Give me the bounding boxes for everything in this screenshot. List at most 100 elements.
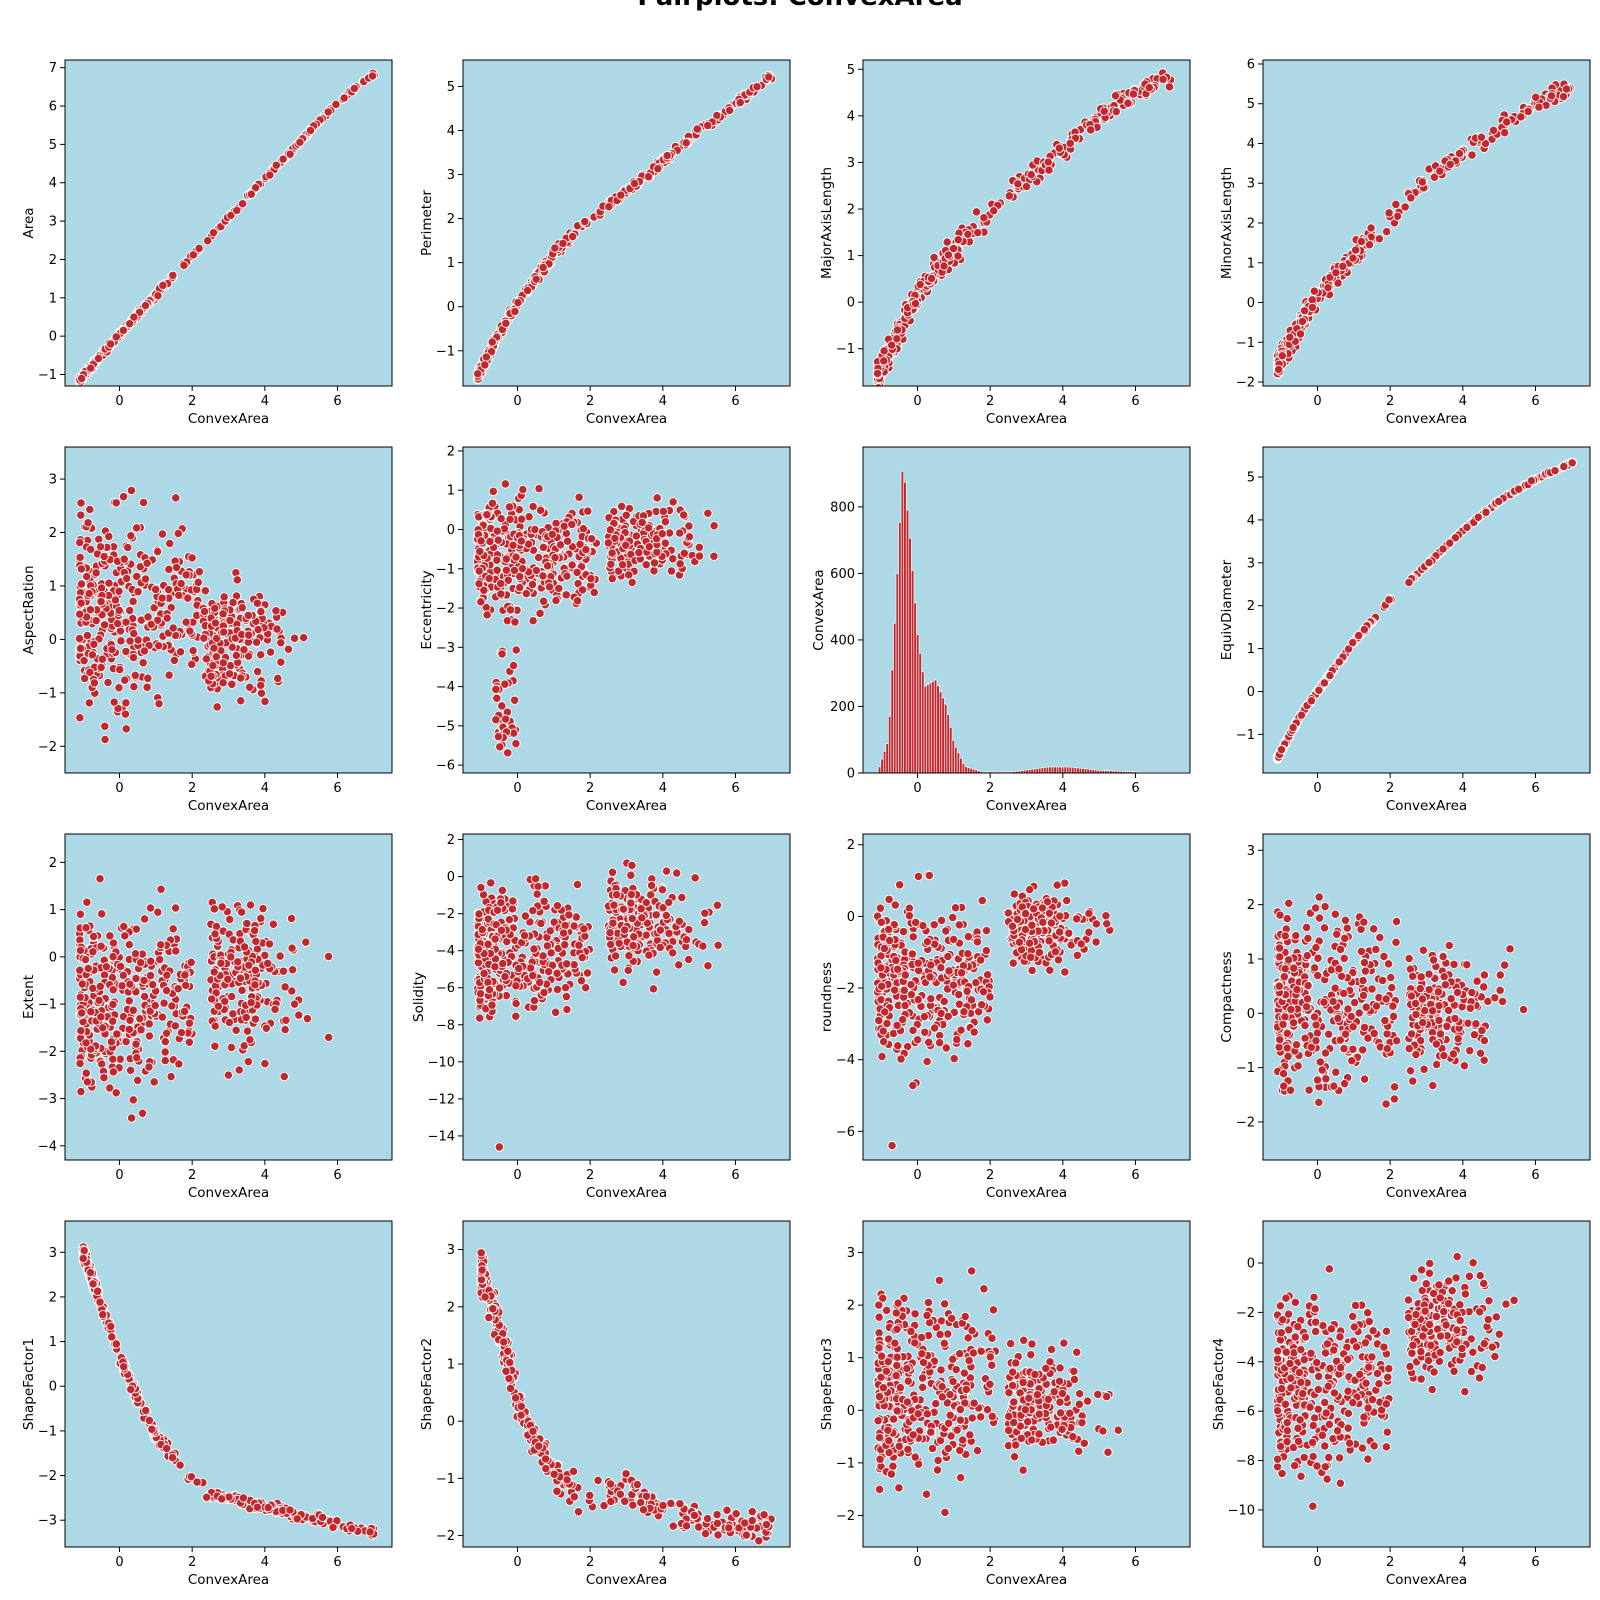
scatter-point xyxy=(242,918,252,929)
scatter-point xyxy=(139,991,150,1002)
scatter-point xyxy=(77,979,87,989)
scatter-point xyxy=(212,702,222,712)
scatter-point xyxy=(609,506,619,517)
scatter-point xyxy=(122,573,132,584)
scatter-point xyxy=(610,533,620,543)
scatter-point xyxy=(652,493,662,503)
y-tick-label: 3 xyxy=(847,156,855,171)
scatter-point xyxy=(874,383,883,386)
y-tick-label: −6 xyxy=(436,981,455,996)
scatter-point xyxy=(301,937,311,947)
hist-bar xyxy=(1089,769,1093,773)
scatter-point xyxy=(1526,476,1537,486)
scatter-point xyxy=(125,319,135,329)
scatter-point xyxy=(187,553,197,563)
scatter-point xyxy=(95,874,105,884)
scatter-point xyxy=(1325,670,1335,681)
scatter-point xyxy=(476,882,486,893)
scatter-point xyxy=(607,574,617,584)
scatter-point xyxy=(1164,82,1175,92)
scatter-point xyxy=(165,538,175,549)
scatter-point xyxy=(114,605,124,616)
scatter-point xyxy=(1550,466,1560,476)
x-tick-label: 0 xyxy=(115,394,123,409)
scatter-point xyxy=(88,931,99,942)
x-tick-label: 4 xyxy=(659,781,667,796)
scatter-point xyxy=(1404,577,1414,588)
scatter-point xyxy=(270,1004,280,1014)
scatter-point xyxy=(179,1006,190,1016)
scatter-point xyxy=(972,937,983,947)
scatter-point xyxy=(910,298,921,309)
scatter-point xyxy=(578,524,589,534)
scatter-point xyxy=(475,1013,485,1023)
scatter-point xyxy=(535,977,545,988)
scatter-point xyxy=(674,916,685,926)
scatter-point xyxy=(160,1036,170,1047)
scatter-point xyxy=(560,983,571,993)
scatter-point xyxy=(533,552,544,563)
scatter-point xyxy=(1400,202,1410,212)
scatter-point xyxy=(1364,240,1375,250)
scatter-point xyxy=(618,904,629,914)
scatter-point xyxy=(85,605,96,615)
scatter-point xyxy=(505,605,516,615)
x-tick-label: 2 xyxy=(1386,781,1394,796)
scatter-point xyxy=(474,579,484,589)
scatter-point xyxy=(252,637,262,647)
scatter-point xyxy=(112,1029,122,1039)
scatter-point xyxy=(185,626,195,636)
scatter-point xyxy=(302,1013,313,1024)
scatter-point xyxy=(515,582,525,593)
scatter-point xyxy=(649,558,660,568)
scatter-point xyxy=(892,964,903,974)
x-tick-label: 2 xyxy=(586,394,594,409)
scatter-point xyxy=(268,919,279,929)
scatter-point xyxy=(208,228,219,238)
scatter-point xyxy=(174,590,184,601)
subplot-10: 0 2 4 6−14−12−10−8−6−4−202ConvexAreaSolidit… xyxy=(411,833,791,1201)
scatter-point xyxy=(681,138,691,148)
scatter-point xyxy=(497,885,508,896)
scatter-point xyxy=(545,926,555,936)
y-tick-label: 2 xyxy=(49,526,57,541)
scatter-point xyxy=(75,713,85,723)
scatter-point xyxy=(655,925,666,935)
scatter-point xyxy=(892,325,903,335)
scatter-point xyxy=(943,250,954,260)
marks xyxy=(472,479,719,758)
scatter-point xyxy=(507,904,518,914)
scatter-point xyxy=(890,900,900,910)
hist-bar xyxy=(918,652,922,773)
scatter-point xyxy=(579,924,589,934)
scatter-point xyxy=(949,1053,959,1064)
hist-bar xyxy=(941,697,945,773)
scatter-point xyxy=(500,971,510,982)
scatter-point xyxy=(208,660,218,671)
y-tick-label: 3 xyxy=(49,215,57,230)
scatter-point xyxy=(256,680,266,691)
scatter-point xyxy=(623,965,633,976)
scatter-point xyxy=(124,1024,134,1034)
subplot-6: 0 2 4 6−6−5−4−3−2−1012ConvexAreaEccentricit… xyxy=(419,444,791,814)
y-tick-label: 1 xyxy=(49,579,57,594)
marks xyxy=(74,874,334,1123)
scatter-point xyxy=(528,970,538,981)
y-tick-label: 5 xyxy=(847,63,855,78)
hist-bar xyxy=(931,681,935,773)
scatter-point xyxy=(163,584,174,595)
scatter-point xyxy=(679,510,689,520)
scatter-point xyxy=(129,312,139,322)
y-tick-label: −2 xyxy=(1236,376,1255,391)
scatter-point xyxy=(140,574,151,584)
x-tick-label: 2 xyxy=(188,1168,196,1183)
hist-bar xyxy=(880,758,884,773)
y-tick-label: 800 xyxy=(830,500,855,515)
scatter-point xyxy=(675,559,685,569)
scatter-point xyxy=(280,1024,290,1035)
scatter-point xyxy=(100,734,110,745)
y-tick-label: −2 xyxy=(38,1045,57,1060)
scatter-point xyxy=(621,540,631,550)
scatter-point xyxy=(1158,74,1168,84)
